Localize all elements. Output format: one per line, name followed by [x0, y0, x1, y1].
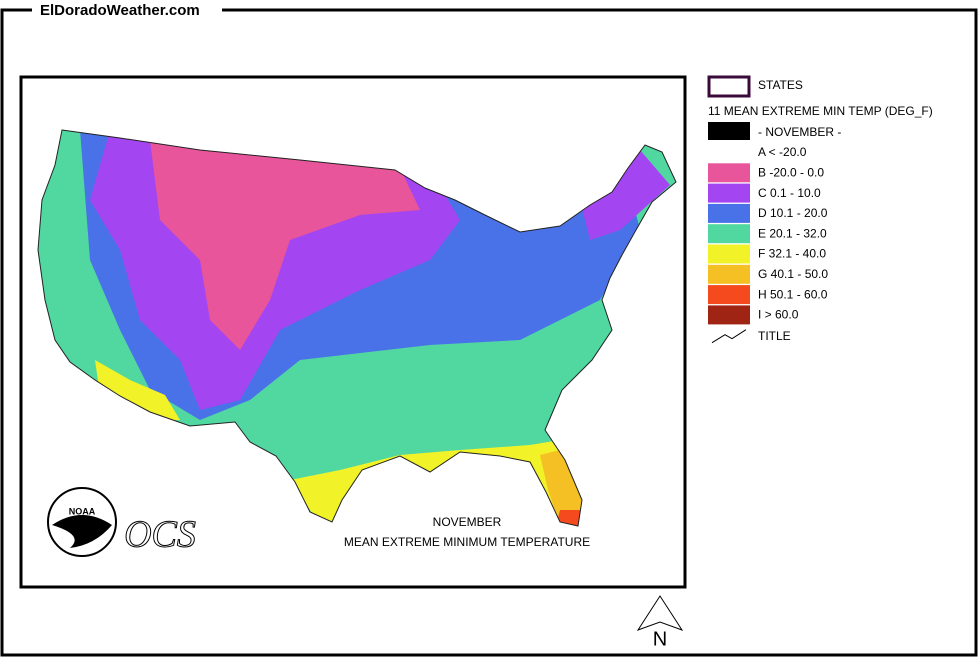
north-label: N: [653, 628, 667, 650]
legend-variable: 11 MEAN EXTREME MIN TEMP (DEG_F): [708, 104, 933, 118]
legend-swatch: [708, 143, 750, 162]
site-title: ElDoradoWeather.com: [40, 2, 200, 19]
states-swatch: [707, 75, 751, 98]
north-arrow: [636, 595, 684, 631]
legend-swatch: [708, 305, 750, 325]
zone-c: [580, 150, 670, 240]
legend-label: B -20.0 - 0.0: [758, 165, 824, 179]
ocs-logo: OCS: [124, 514, 196, 556]
legend-label: D 10.1 - 20.0: [758, 206, 828, 220]
legend-title: TITLE: [758, 329, 791, 343]
legend-label: E 20.1 - 32.0: [758, 226, 827, 240]
legend-states: STATES: [758, 78, 803, 92]
legend-swatch: [708, 203, 750, 223]
noaa-bird: [52, 515, 112, 548]
legend-swatch: [708, 163, 750, 183]
legend-label: I > 60.0: [758, 308, 799, 322]
map-caption: NOVEMBER: [433, 515, 502, 529]
legend-swatch: [708, 244, 750, 264]
legend-swatch: [708, 224, 750, 244]
title-bg: [32, 2, 222, 20]
legend-month: - NOVEMBER -: [758, 125, 841, 139]
legend-label: H 50.1 - 60.0: [758, 287, 828, 301]
us-outline: [37, 129, 677, 527]
legend-label: A < -20.0: [758, 145, 807, 159]
legend-swatch: [708, 183, 750, 203]
zone-b: [150, 140, 420, 350]
legend-label: C 0.1 - 10.0: [758, 186, 821, 200]
legend-label: F 32.1 - 40.0: [758, 247, 826, 261]
legend: STATES 11 MEAN EXTREME MIN TEMP (DEG_F) …: [707, 75, 933, 140]
noaa-text: NOAA: [69, 506, 96, 516]
legend-swatch: [708, 264, 750, 284]
month-swatch: [708, 122, 750, 140]
title-icon: [711, 329, 747, 344]
map-caption: MEAN EXTREME MINIMUM TEMPERATURE: [344, 535, 590, 549]
legend-swatch: [708, 285, 750, 305]
outer-frame: [0, 8, 978, 657]
legend-label: G 40.1 - 50.0: [758, 267, 828, 281]
